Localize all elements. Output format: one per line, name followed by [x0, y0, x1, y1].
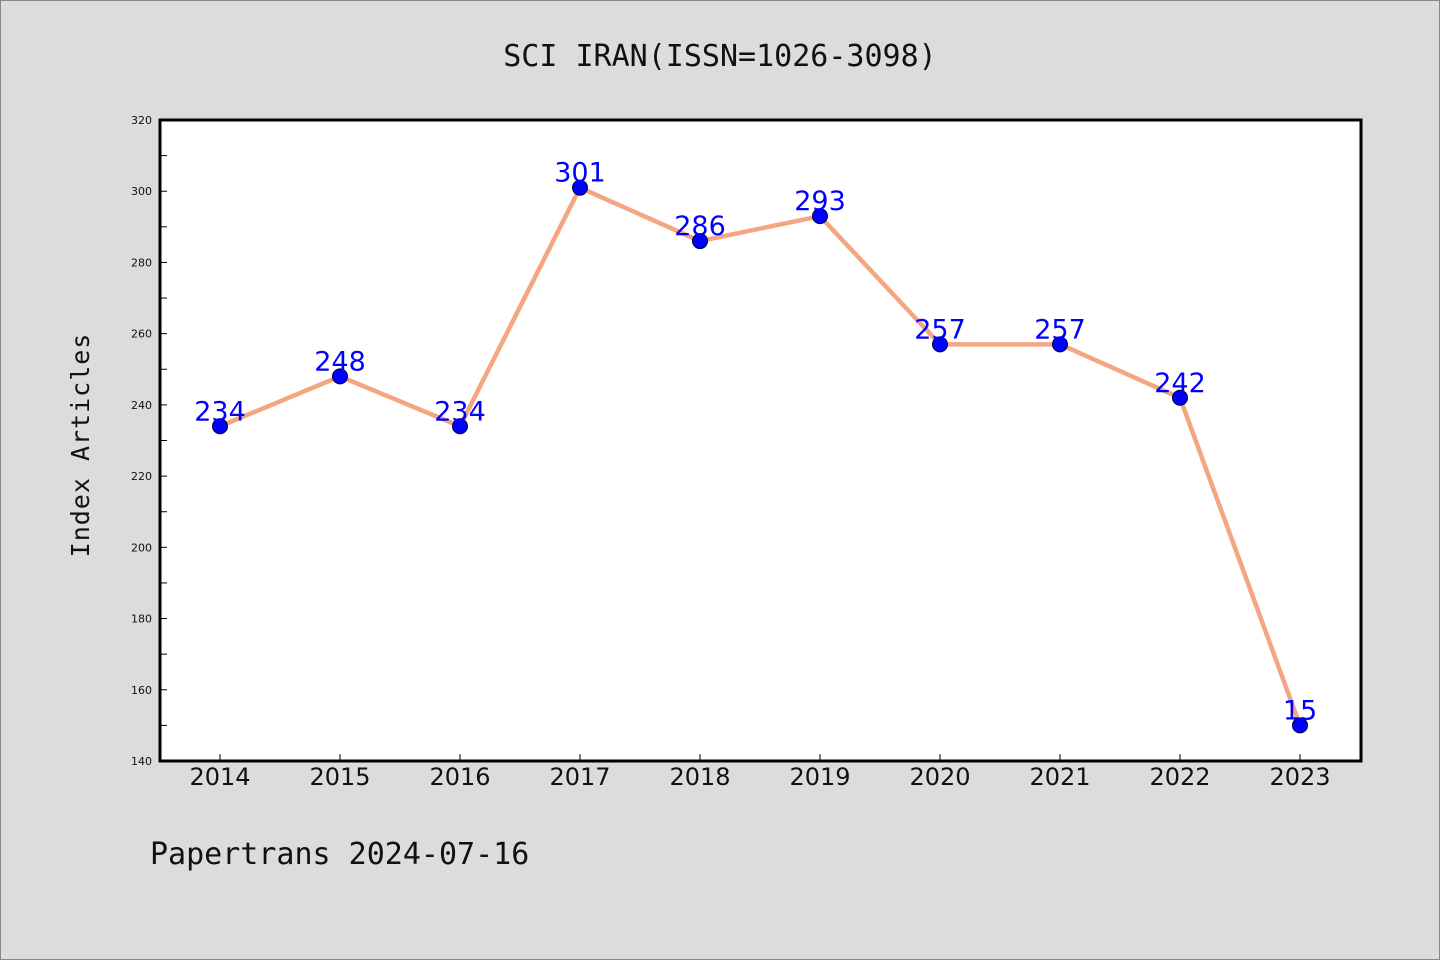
y-tick-label: 300: [131, 185, 152, 198]
data-label-2018: 286: [674, 211, 726, 242]
data-point-2016: [452, 418, 468, 435]
data-points: [212, 179, 1308, 734]
y-tick-label: 160: [131, 684, 152, 697]
x-axis: 2014 2015 2016 2017 2018 2019 2020 2021 2022 2023: [189, 754, 1331, 791]
x-tick-label: 2015: [309, 763, 370, 791]
x-tick-label: 2017: [549, 763, 610, 791]
x-tick-label: 2018: [669, 763, 730, 791]
y-axis-label: Index Articles: [66, 333, 95, 558]
y-tick-label: 140: [131, 755, 152, 768]
data-point-2022: [1172, 389, 1188, 406]
data-point-2014: [212, 418, 228, 435]
data-point-2021: [1052, 336, 1068, 353]
data-point-2023: [1292, 717, 1308, 734]
plot-area: [160, 120, 1361, 761]
x-tick-label: 2020: [909, 763, 970, 791]
plot-frame: [158, 118, 1363, 763]
y-tick-label: 220: [131, 470, 152, 483]
chart-title: SCI IRAN(ISSN=1026-3098): [503, 39, 936, 74]
x-tick-label: 2023: [1269, 763, 1330, 791]
data-label-2021: 257: [1034, 314, 1086, 345]
data-label-2022: 242: [1154, 368, 1206, 399]
data-point-2017: [572, 179, 588, 196]
y-tick-label: 180: [131, 613, 152, 626]
y-tick-label: 260: [131, 328, 152, 341]
x-tick-label: 2022: [1149, 763, 1210, 791]
data-label-2023: 15: [1283, 695, 1317, 726]
x-tick-label: 2014: [189, 763, 250, 791]
x-tick-label: 2021: [1029, 763, 1090, 791]
data-label-2019: 293: [794, 186, 846, 217]
footer-credit: Papertrans 2024-07-16: [150, 837, 529, 872]
data-label-2020: 257: [914, 314, 966, 345]
data-label-2015: 248: [314, 346, 366, 377]
y-tick-label: 320: [131, 114, 152, 127]
data-point-2019: [812, 208, 828, 225]
data-point-2015: [332, 368, 348, 385]
y-tick-label: 200: [131, 541, 152, 554]
x-tick-label: 2016: [429, 763, 490, 791]
x-tick-label: 2019: [789, 763, 850, 791]
y-tick-label: 280: [131, 256, 152, 269]
data-label-2014: 234: [194, 396, 246, 427]
data-point-2018: [692, 233, 708, 250]
series-line: [219, 185, 1303, 727]
data-labels: 234 248 234 301 286 293 257 257 242 15: [194, 158, 1317, 727]
data-label-2017: 301: [554, 158, 606, 189]
y-tick-label: 240: [131, 399, 152, 412]
data-label-2016: 234: [434, 396, 486, 427]
data-point-2020: [932, 336, 948, 353]
